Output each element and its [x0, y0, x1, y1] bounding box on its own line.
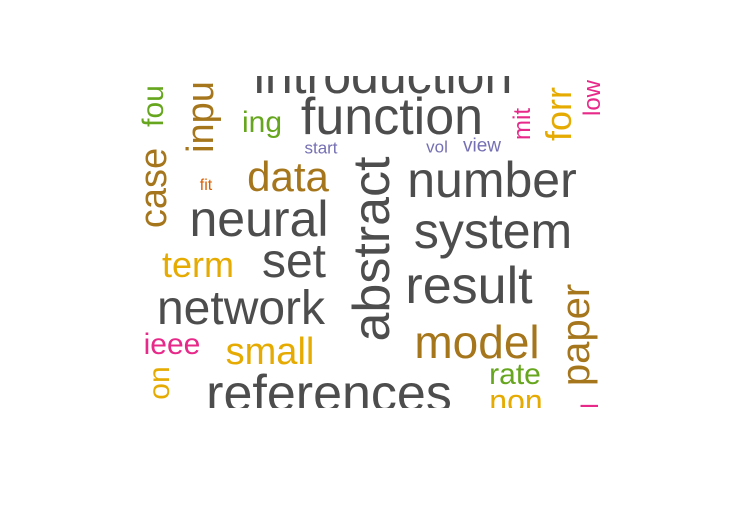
- word-low: low: [579, 79, 606, 117]
- word-on: on: [143, 366, 176, 400]
- word-network: network: [156, 282, 326, 335]
- word-l: l: [577, 403, 604, 408]
- word-cloud: introduction function abstract number sy…: [136, 76, 606, 408]
- word-set: set: [261, 235, 327, 288]
- word-inpu: inpu: [180, 81, 222, 153]
- word-data: data: [247, 153, 329, 200]
- word-start: start: [304, 138, 338, 158]
- word-view: view: [462, 135, 502, 157]
- word-term: term: [162, 244, 234, 285]
- word-function: function: [300, 88, 484, 146]
- word-paper: paper: [554, 283, 598, 387]
- word-number: number: [407, 152, 577, 208]
- word-references: references: [206, 365, 452, 408]
- word-introduction: introduction: [253, 76, 513, 104]
- word-fou: fou: [137, 85, 170, 127]
- word-rate: rate: [489, 358, 541, 391]
- word-fit: fit: [199, 177, 213, 194]
- word-ieee: ieee: [143, 328, 201, 361]
- word-mit: mit: [509, 108, 536, 140]
- word-ing: ing: [241, 106, 283, 139]
- word-case: case: [136, 147, 175, 229]
- word-system: system: [413, 203, 573, 259]
- word-vol: vol: [426, 137, 448, 157]
- word-neural: neural: [189, 191, 329, 247]
- word-result: result: [405, 257, 533, 315]
- word-non: non: [489, 383, 543, 408]
- word-forr: forr: [538, 87, 579, 141]
- word-small: small: [225, 331, 315, 373]
- word-abstract: abstract: [343, 156, 401, 342]
- word-model: model: [414, 316, 540, 368]
